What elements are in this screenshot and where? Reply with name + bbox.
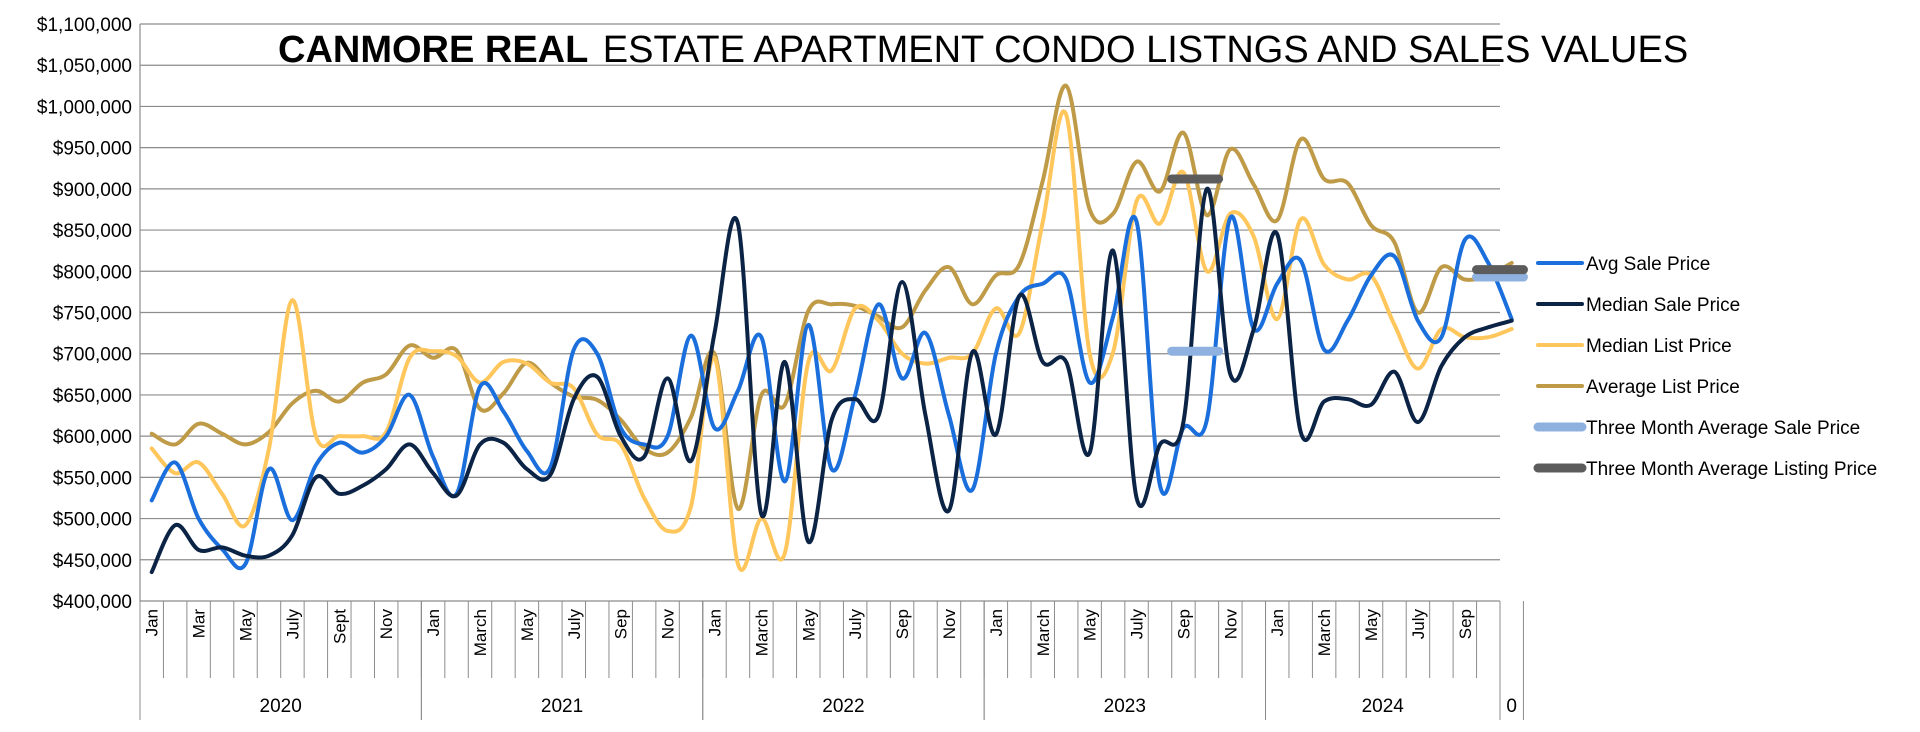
chart-title: CANMORE REAL ESTATE APARTMENT CONDO LIST… <box>278 29 1688 71</box>
y-tick-label: $550,000 <box>53 468 132 489</box>
y-tick-label: $850,000 <box>53 221 132 242</box>
y-tick-label: $950,000 <box>53 139 132 160</box>
legend: Avg Sale Price Median Sale Price Median Li… <box>1533 254 1877 480</box>
x-tick-label: July <box>1409 609 1428 640</box>
series-line-avg-sale-price <box>149 214 1514 571</box>
x-tick-label: May <box>799 609 818 642</box>
legend-label-average-list-price: Average List Price <box>1586 377 1740 398</box>
year-label: 2020 <box>260 696 302 717</box>
x-tick-label: May <box>1362 609 1381 642</box>
year-label: 2023 <box>1104 696 1146 717</box>
chart-title-bold: CANMORE REAL <box>278 29 588 71</box>
chart-title-rest: ESTATE APARTMENT CONDO LISTNGS AND SALES… <box>603 29 1688 71</box>
y-tick-label: $800,000 <box>53 262 132 283</box>
legend-label-avg-sale-price: Avg Sale Price <box>1586 254 1710 275</box>
legend-label-median-sale-price: Median Sale Price <box>1586 295 1740 316</box>
x-tick-label: Jan <box>705 609 724 636</box>
series-layer <box>149 83 1528 575</box>
y-tick-label: $500,000 <box>53 510 132 531</box>
x-tick-label: March <box>471 609 490 656</box>
y-tick-label: $1,000,000 <box>37 97 132 118</box>
y-tick-label: $1,050,000 <box>37 56 132 77</box>
x-tick-label: July <box>846 609 865 640</box>
legend-label-three-month-average-sale-price: Three Month Average Sale Price <box>1586 418 1860 439</box>
x-tick-label: March <box>1034 609 1053 656</box>
x-tick-label: Sept <box>330 609 349 644</box>
x-tick-label: May <box>518 609 537 642</box>
x-tick-label: Jan <box>987 609 1006 636</box>
y-tick-label: $1,100,000 <box>37 15 132 36</box>
series-line-median-list-price <box>149 109 1514 572</box>
x-tick-label: Sep <box>893 609 912 639</box>
series-line-median-sale-price <box>149 186 1514 575</box>
y-tick-label: $750,000 <box>53 304 132 325</box>
year-label: 2022 <box>822 696 864 717</box>
y-tick-label: $450,000 <box>53 551 132 572</box>
y-tick-label: $600,000 <box>53 427 132 448</box>
x-tick-label: Jan <box>1268 609 1287 636</box>
x-tick-label: May <box>1081 609 1100 642</box>
x-tick-label: March <box>1315 609 1334 656</box>
x-tick-label: Jan <box>143 609 162 636</box>
y-tick-label: $700,000 <box>53 345 132 366</box>
y-tick-label: $400,000 <box>53 592 132 613</box>
legend-label-three-month-average-listing-price: Three Month Average Listing Price <box>1586 459 1877 480</box>
series-line-average-list-price <box>149 83 1514 511</box>
x-tick-label: Nov <box>940 609 959 640</box>
x-tick-label: Nov <box>659 609 678 640</box>
x-tick-label: July <box>1128 609 1147 640</box>
y-tick-label: $900,000 <box>53 180 132 201</box>
x-tick-label: Nov <box>377 609 396 640</box>
x-tick-label: July <box>283 609 302 640</box>
x-tick-label: May <box>237 609 256 642</box>
year-label: 2021 <box>541 696 583 717</box>
x-tick-label: Sep <box>1174 609 1193 639</box>
x-tick-label: July <box>565 609 584 640</box>
x-tick-label: Sep <box>1456 609 1475 639</box>
grid-layer <box>140 23 1500 602</box>
y-tick-label: $650,000 <box>53 386 132 407</box>
year-label: 2024 <box>1362 696 1405 717</box>
x-tick-label: Nov <box>1221 609 1240 640</box>
x-tick-label: March <box>752 609 771 656</box>
year-label: 0 <box>1506 696 1517 717</box>
x-tick-label: Mar <box>190 609 209 639</box>
legend-label-median-list-price: Median List Price <box>1586 336 1732 357</box>
x-tick-label: Jan <box>424 609 443 636</box>
x-tick-label: Sep <box>612 609 631 639</box>
axis-layer: $400,000 $450,000 $500,000 $550,000 $600,000… <box>37 15 1524 720</box>
